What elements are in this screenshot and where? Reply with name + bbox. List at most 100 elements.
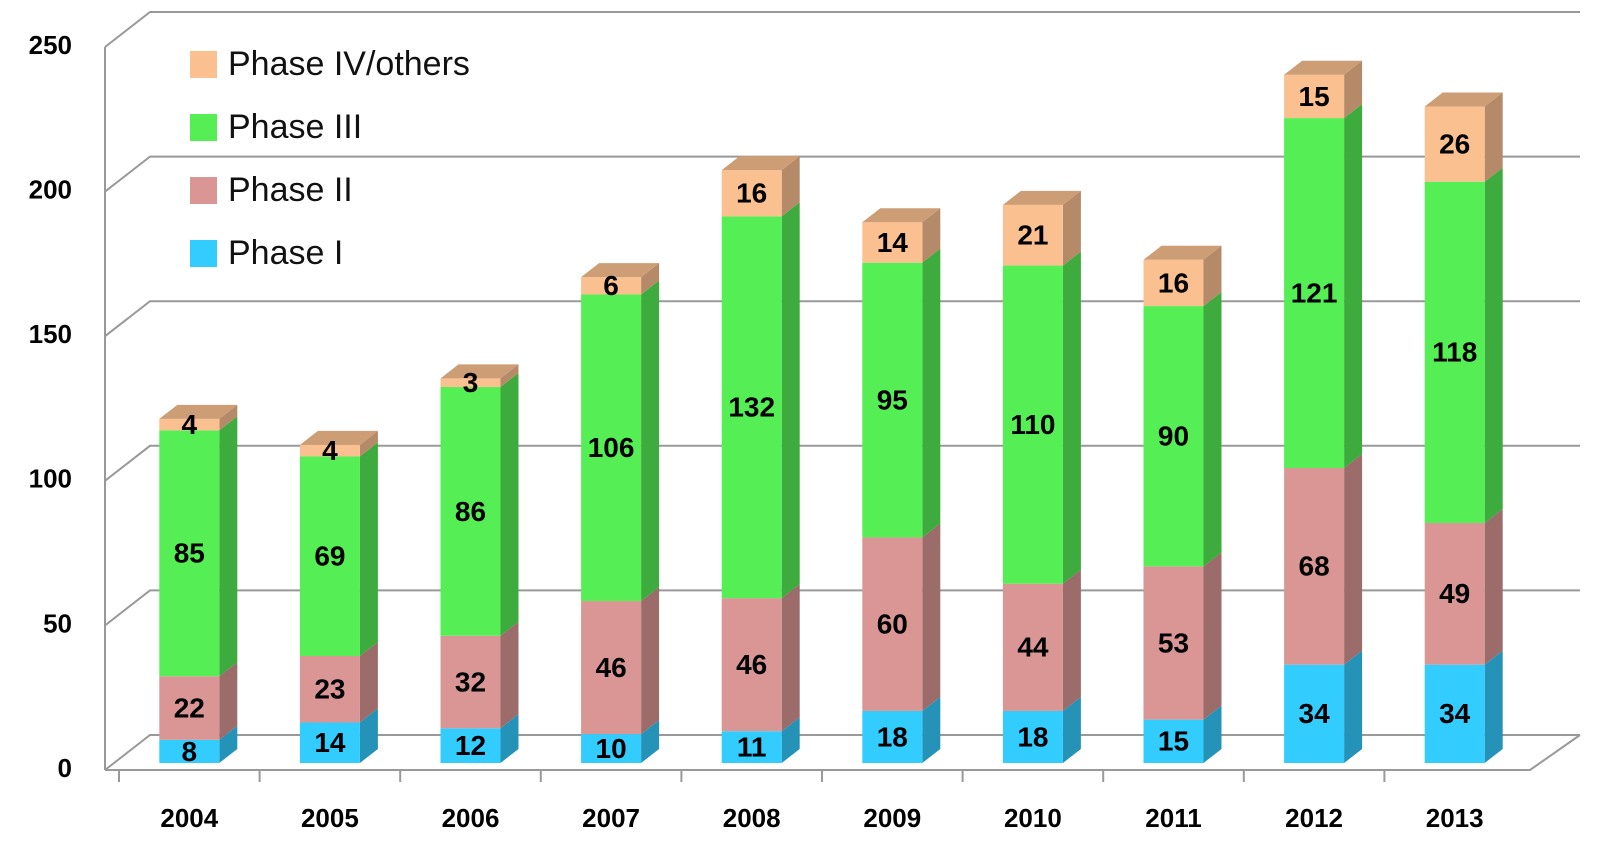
data-label: 85	[174, 538, 205, 569]
bar-side	[500, 714, 519, 763]
bar-stack: 8 22 85 4	[159, 404, 238, 767]
y-tick-label: 0	[58, 753, 72, 783]
legend-swatch	[190, 114, 217, 141]
bar-stack: 18 44 110 21	[1002, 190, 1081, 763]
bar-segment	[1002, 265, 1063, 584]
bar-segment	[721, 216, 782, 599]
bar-segment	[159, 676, 220, 740]
bar-side	[1344, 60, 1363, 119]
bar-stack: 34 68 121 15	[1284, 60, 1363, 763]
bar-segment	[1284, 74, 1345, 119]
bar-segment	[1424, 181, 1485, 523]
data-label: 68	[1299, 551, 1330, 582]
bar-segment	[1143, 306, 1204, 567]
bar-top	[1284, 60, 1363, 75]
x-tick-label: 2007	[582, 803, 640, 833]
bar-top	[721, 156, 800, 171]
bar-side	[781, 156, 800, 217]
bar-side	[1203, 245, 1222, 307]
bar-segment	[159, 430, 220, 677]
data-label: 12	[455, 730, 486, 761]
bar-side	[922, 208, 941, 263]
y-tick-label: 150	[29, 319, 72, 349]
data-label: 86	[455, 496, 486, 527]
bar-segment	[721, 170, 782, 217]
x-tick-label: 2010	[1004, 803, 1062, 833]
bar-segment	[440, 635, 501, 729]
data-label: 8	[182, 736, 198, 767]
data-label: 69	[314, 541, 345, 572]
legend-label: Phase IV/others	[228, 45, 470, 83]
bar-side	[1062, 251, 1081, 584]
bar-side	[1344, 650, 1363, 763]
bar-segment	[721, 731, 782, 763]
bar-top	[440, 364, 519, 379]
data-label: 34	[1299, 698, 1331, 729]
bar-stack: 12 32 86 3	[440, 364, 519, 763]
floor-edge	[105, 734, 1581, 771]
data-label: 16	[1158, 267, 1189, 298]
bar-side	[1062, 190, 1081, 266]
bar-segment	[299, 722, 360, 763]
bar-side	[359, 708, 378, 763]
bar-segment	[440, 378, 501, 388]
y-tick-label: 200	[29, 174, 72, 204]
data-label: 4	[322, 435, 338, 466]
bar-segment	[299, 655, 360, 723]
bar-top	[862, 208, 941, 223]
bar-side	[1344, 454, 1363, 665]
bar-stack: 34 49 118 26	[1424, 92, 1503, 763]
bar-side	[359, 430, 378, 457]
bar-segment	[862, 222, 923, 263]
bar-segment	[581, 294, 642, 602]
x-tick-label: 2006	[442, 803, 500, 833]
bar-side	[359, 641, 378, 723]
bar-segment	[1284, 468, 1345, 665]
legend-label: Phase II	[228, 171, 353, 209]
grid-line	[104, 589, 1580, 627]
y-tick-label: 250	[29, 30, 72, 60]
bar-side	[219, 725, 238, 763]
bar-top	[299, 430, 378, 445]
bar-segment	[1424, 522, 1485, 665]
bar-side	[500, 621, 519, 729]
bar-top	[1424, 92, 1503, 107]
bar-segment	[862, 262, 923, 538]
bar-segment	[159, 418, 220, 431]
y-tick-label: 50	[43, 608, 72, 638]
x-tick-label: 2009	[863, 803, 921, 833]
bar-side	[1484, 92, 1503, 182]
data-label: 4	[182, 409, 198, 440]
bar-stack: 18 60 95 14	[862, 208, 941, 763]
data-label: 18	[877, 721, 908, 752]
bar-side	[219, 404, 238, 431]
bar-side	[1203, 705, 1222, 763]
legend-swatch	[190, 240, 217, 267]
bar-top	[1143, 245, 1222, 260]
bar-stack: 15 53 90 16	[1143, 245, 1222, 763]
data-label: 23	[314, 674, 345, 705]
bar-segment	[1284, 118, 1345, 469]
data-label: 6	[603, 270, 619, 301]
bar-segment	[299, 444, 360, 457]
bar-stack: 14 23 69 4	[299, 430, 378, 763]
bar-side	[641, 587, 660, 735]
data-label: 44	[1017, 632, 1049, 663]
bar-side	[1062, 569, 1081, 711]
grid-line	[104, 300, 1580, 337]
bar-top	[159, 404, 238, 419]
grid-line	[104, 11, 1580, 48]
bar-segment	[581, 601, 642, 735]
bar-segment	[299, 456, 360, 656]
data-label: 46	[736, 649, 767, 680]
bar-segment	[1284, 664, 1345, 763]
x-tick-label: 2012	[1285, 803, 1343, 833]
x-tick-label: 2008	[723, 803, 781, 833]
y-tick-label: 100	[29, 464, 72, 494]
x-tick-label: 2013	[1426, 803, 1484, 833]
data-label: 46	[596, 652, 627, 683]
data-label: 95	[877, 384, 908, 415]
bar-side	[219, 416, 238, 677]
data-label: 15	[1299, 81, 1330, 112]
